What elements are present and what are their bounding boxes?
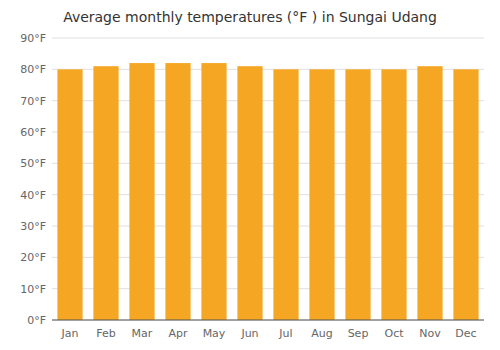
x-tick-label: Jul (278, 327, 292, 340)
bar (381, 69, 406, 320)
bar (453, 69, 478, 320)
bar (93, 66, 118, 320)
y-tick-label: 30°F (20, 220, 46, 233)
grid (52, 38, 484, 320)
y-tick-label: 80°F (20, 63, 46, 76)
bar (129, 63, 154, 320)
grid-line (52, 320, 484, 321)
y-tick-label: 0°F (27, 314, 46, 327)
x-tick-label: Jan (61, 327, 79, 340)
x-tick-label: Apr (168, 327, 188, 340)
x-tick-label: May (203, 327, 226, 340)
bar (201, 63, 226, 320)
x-tick-label: Sep (348, 327, 369, 340)
y-tick-label: 40°F (20, 189, 46, 202)
x-tick-label: Dec (455, 327, 476, 340)
bars (57, 63, 478, 320)
bar (57, 69, 82, 320)
x-tick-label: Mar (132, 327, 153, 340)
y-tick-label: 60°F (20, 126, 46, 139)
bar (273, 69, 298, 320)
chart-container: Average monthly temperatures (°F ) in Su… (0, 0, 500, 350)
bar (237, 66, 262, 320)
y-tick-label: 90°F (20, 32, 46, 45)
bar (309, 69, 334, 320)
grid-line (52, 38, 484, 39)
x-tick-label: Nov (419, 327, 441, 340)
bar (345, 69, 370, 320)
bar (417, 66, 442, 320)
x-tick-label: Feb (96, 327, 115, 340)
chart-svg: Average monthly temperatures (°F ) in Su… (0, 0, 500, 350)
y-tick-label: 20°F (20, 251, 46, 264)
x-axis-line (52, 320, 484, 321)
bar (165, 63, 190, 320)
title: Average monthly temperatures (°F ) in Su… (63, 9, 437, 25)
x-tick-label: Jun (240, 327, 258, 340)
y-tick-label: 10°F (20, 283, 46, 296)
y-tick-label: 70°F (20, 95, 46, 108)
x-tick-label: Aug (311, 327, 332, 340)
x-tick-label: Oct (384, 327, 404, 340)
y-tick-label: 50°F (20, 157, 46, 170)
